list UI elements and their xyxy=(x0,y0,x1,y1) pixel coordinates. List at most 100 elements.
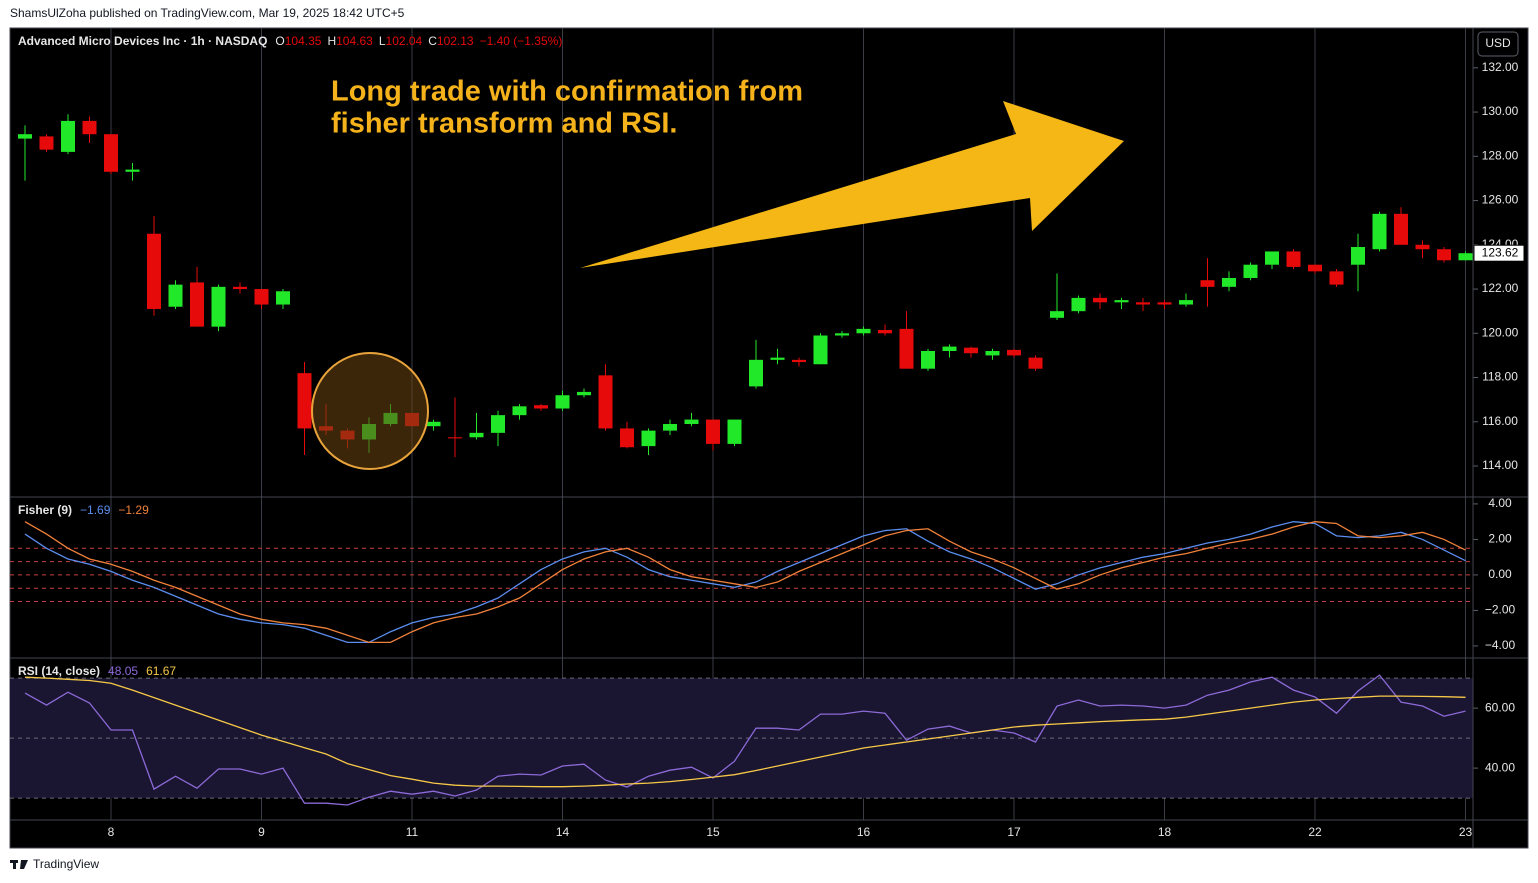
logo-part xyxy=(20,860,28,869)
x-tick-label: 23 xyxy=(1459,825,1473,839)
candle-body xyxy=(921,350,935,369)
candle-body xyxy=(1071,297,1086,312)
x-tick-label: 11 xyxy=(406,825,419,839)
candle-body xyxy=(61,120,75,152)
candle-body xyxy=(792,359,806,363)
x-tick-label: 15 xyxy=(706,825,720,839)
y-tick-label: 130.00 xyxy=(1482,104,1519,118)
quote-value: 104.35 xyxy=(285,34,322,48)
currency-box[interactable] xyxy=(1477,31,1519,57)
candle-body xyxy=(1243,264,1258,278)
currency-label: USD xyxy=(1485,36,1511,50)
candle-body xyxy=(770,357,785,360)
y-tick-label: 126.00 xyxy=(1482,193,1519,207)
quote-value: 102.13 xyxy=(437,34,474,48)
y-tick-label: −2.00 xyxy=(1485,603,1516,617)
candle-body xyxy=(1200,280,1215,287)
background-layer xyxy=(10,28,1473,820)
candle-body xyxy=(1007,349,1021,356)
highlight-circle xyxy=(311,352,429,470)
candle-body xyxy=(168,284,183,307)
candle-body xyxy=(727,419,742,444)
last-price-label: 123.62 xyxy=(1482,245,1519,259)
candle-body xyxy=(1093,297,1107,303)
candle-body xyxy=(147,233,161,309)
candle-body xyxy=(534,405,548,409)
candle-body xyxy=(964,347,978,354)
legend-value: −1.69 xyxy=(80,503,111,517)
candle-body xyxy=(749,359,763,387)
candle-body xyxy=(663,423,677,431)
candle-body xyxy=(1351,247,1365,265)
candle-body xyxy=(1136,302,1150,305)
candle-body xyxy=(835,333,849,336)
candle-body xyxy=(1114,300,1129,303)
y-tick-label: 118.00 xyxy=(1482,370,1518,384)
candle-body xyxy=(1286,251,1301,267)
candle-body xyxy=(276,291,290,305)
y-tick-label: 40.00 xyxy=(1485,760,1515,774)
pane-title: Fisher (9) xyxy=(18,503,72,517)
series-line xyxy=(24,521,1466,644)
candle-body xyxy=(598,375,613,429)
y-tick-label: 60.00 xyxy=(1485,700,1515,714)
annotation-line: Long trade with confirmation from xyxy=(331,76,803,108)
candle-body xyxy=(297,373,312,429)
candle-body xyxy=(942,346,957,351)
candle-body xyxy=(684,419,699,424)
candle-body xyxy=(1437,249,1451,261)
candle-body xyxy=(1179,300,1193,305)
x-tick-label: 17 xyxy=(1007,825,1021,839)
candle-body xyxy=(1222,277,1236,287)
legend-value: 48.05 xyxy=(108,664,138,678)
y-tick-label: 4.00 xyxy=(1488,496,1512,510)
x-tick-label: 8 xyxy=(108,825,115,839)
series-line xyxy=(24,521,1466,644)
candle-body xyxy=(813,335,828,365)
candle-body xyxy=(125,169,140,172)
candle-body xyxy=(491,415,505,433)
last-price-box xyxy=(1473,244,1525,262)
quote-value: 104.63 xyxy=(336,34,373,48)
candle-body xyxy=(211,286,226,327)
candle-body xyxy=(448,437,462,439)
series-line xyxy=(24,674,1466,806)
pane-legend: Fisher (9) −1.69 −1.29 xyxy=(18,503,149,517)
quote-value: 102.04 xyxy=(386,34,423,48)
quote-change: −1.40 (−1.35%) xyxy=(480,34,563,48)
x-tick-label: 14 xyxy=(556,825,570,839)
candle-body xyxy=(1415,244,1430,250)
y-tick-label: 128.00 xyxy=(1482,148,1519,162)
legend-value: −1.29 xyxy=(118,503,149,517)
candle-body xyxy=(512,406,527,416)
x-tick-label: 18 xyxy=(1158,825,1172,839)
y-tick-label: 120.00 xyxy=(1482,325,1519,339)
candle-body xyxy=(426,421,441,427)
candle-body xyxy=(1329,271,1344,285)
quote-label: C xyxy=(428,34,437,48)
x-tick-label: 22 xyxy=(1308,825,1322,839)
legend-value: 61.67 xyxy=(146,664,176,678)
y-tick-label: 122.00 xyxy=(1482,281,1519,295)
candle-body xyxy=(985,350,1000,356)
candle-body xyxy=(1265,251,1279,265)
quote-label: O xyxy=(275,34,284,48)
trend-arrow xyxy=(580,101,1124,268)
candle-body xyxy=(706,419,720,444)
candle-body xyxy=(1157,302,1172,305)
y-tick-label: 114.00 xyxy=(1482,458,1518,472)
candle-body xyxy=(233,286,247,290)
candle-body xyxy=(878,329,892,334)
x-tick-label: 9 xyxy=(258,825,265,839)
candle-body xyxy=(469,432,484,438)
y-tick-label: 132.00 xyxy=(1482,60,1519,74)
y-tick-label: 2.00 xyxy=(1488,532,1512,546)
series-line xyxy=(24,676,1466,788)
annotation-line: fisher transform and RSI. xyxy=(331,108,677,140)
x-tick-label: 16 xyxy=(857,825,871,839)
y-tick-label: 0.00 xyxy=(1488,567,1512,581)
candle-body xyxy=(190,282,204,327)
candle-body xyxy=(856,328,871,334)
pane-legend: RSI (14, close) 48.05 61.67 xyxy=(18,664,176,678)
